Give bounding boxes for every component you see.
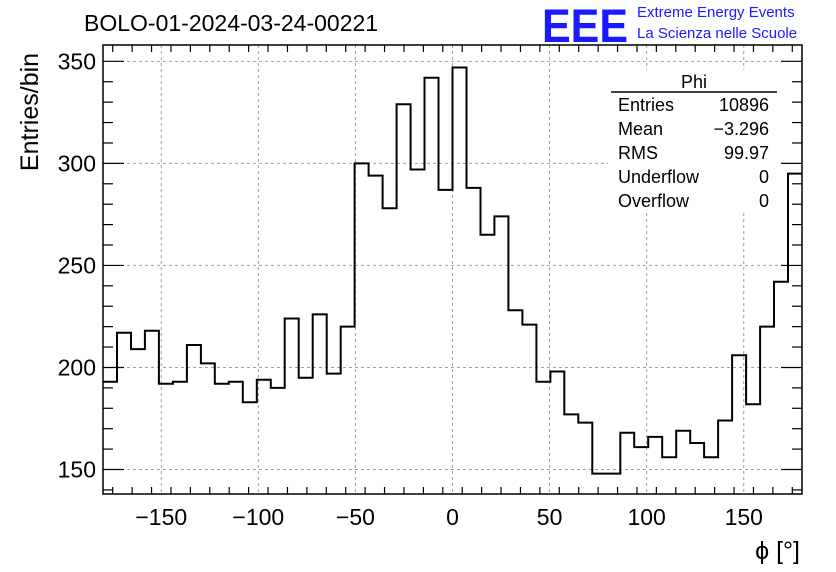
stats-row-value: 99.97: [724, 143, 769, 163]
logo-line-2: La Scienza nelle Scuole: [637, 25, 797, 42]
stats-row-label: RMS: [618, 143, 658, 163]
stats-row-label: Underflow: [618, 167, 700, 187]
x-tick-label: −150: [135, 504, 187, 530]
stats-row-label: Entries: [618, 95, 674, 115]
x-tick-label: 100: [627, 504, 665, 530]
stats-title: Phi: [681, 72, 707, 92]
x-tick-label: 0: [446, 504, 459, 530]
stats-row-value: −3.296: [713, 119, 769, 139]
stats-box: Phi Entries 10896 Mean −3.296 RMS 99.97 Underf…: [608, 70, 778, 211]
x-axis-label: ϕ [°]: [755, 537, 800, 565]
x-tick-label: 150: [725, 504, 763, 530]
y-tick-label: 200: [58, 354, 96, 380]
eee-logo: EEE: [542, 0, 628, 52]
x-tick-label: −100: [232, 504, 284, 530]
x-tick-label: −50: [336, 504, 375, 530]
stats-row-value: 10896: [719, 95, 769, 115]
y-axis-label: Entries/bin: [16, 53, 44, 171]
y-tick-label: 300: [58, 150, 96, 176]
axis-tick-labels: −150 −100 −50 0 50 100 150 150 200 250 300 350: [58, 48, 763, 530]
y-tick-label: 250: [58, 252, 96, 278]
y-tick-label: 150: [58, 457, 96, 483]
stats-row-value: 0: [759, 191, 769, 211]
histogram-series: [103, 66, 802, 475]
plot-frame: [102, 44, 803, 495]
logo-line-1: Extreme Energy Events: [637, 4, 795, 21]
axis-ticks: [103, 45, 802, 494]
stats-row-value: 0: [759, 167, 769, 187]
y-tick-label: 350: [58, 48, 96, 74]
stats-row-label: Overflow: [618, 191, 690, 211]
run-title: BOLO-01-2024-03-24-00221: [84, 10, 378, 36]
stats-row-label: Mean: [618, 119, 663, 139]
x-tick-label: 50: [537, 504, 563, 530]
